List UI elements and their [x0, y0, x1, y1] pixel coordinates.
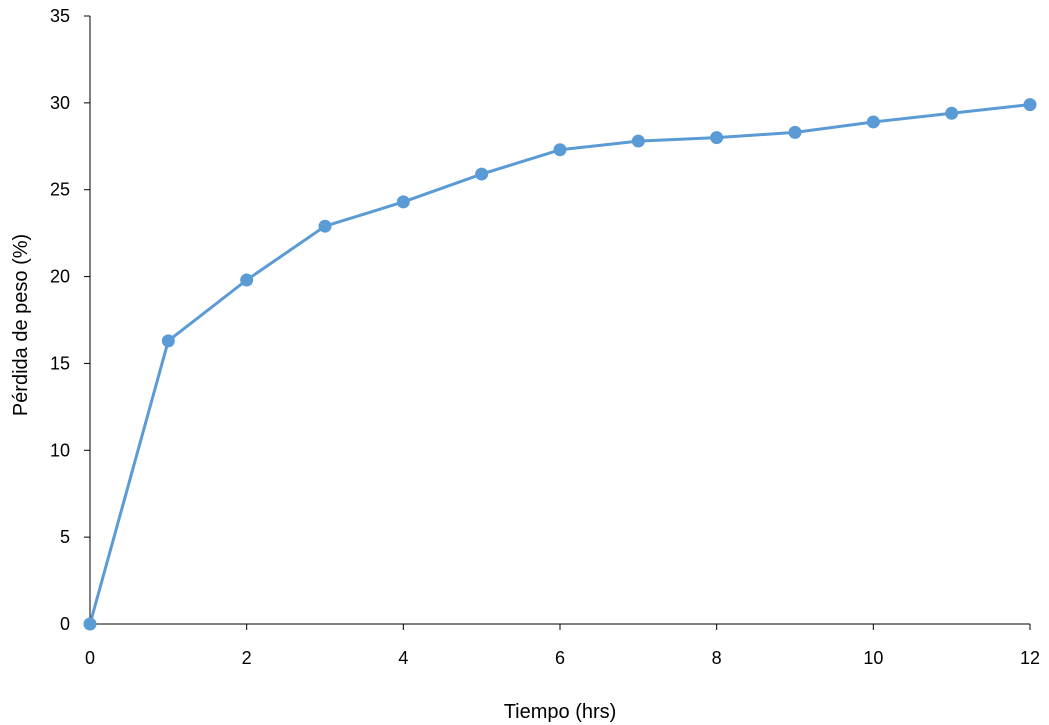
series-line [88, 103, 1032, 626]
y-axis: 0 5 10 15 20 25 30 35 [50, 6, 91, 634]
x-tick-label: 6 [555, 648, 565, 668]
data-point [788, 125, 802, 139]
data-point [83, 617, 97, 631]
y-tick-label: 30 [50, 93, 70, 113]
data-point [161, 334, 175, 348]
x-axis-title: Tiempo (hrs) [504, 701, 617, 723]
y-tick-label: 15 [50, 353, 70, 373]
y-tick-label: 20 [50, 267, 70, 287]
y-tick-label: 5 [60, 527, 70, 547]
data-point [475, 167, 489, 181]
x-axis: 0 2 4 6 8 10 12 [85, 623, 1040, 668]
data-point [945, 106, 959, 120]
y-tick-label: 10 [50, 440, 70, 460]
x-tick-label: 4 [398, 648, 408, 668]
series-layer [83, 98, 1037, 631]
data-point [396, 195, 410, 209]
y-tick-label: 25 [50, 180, 70, 200]
data-point [1023, 98, 1037, 112]
data-point [866, 115, 880, 129]
x-tick-label: 0 [85, 648, 95, 668]
x-tick-label: 12 [1020, 648, 1040, 668]
data-point [553, 143, 567, 157]
x-tick-label: 10 [863, 648, 883, 668]
y-tick-label: 35 [50, 6, 70, 26]
x-tick-label: 8 [712, 648, 722, 668]
data-point [631, 134, 645, 148]
y-axis-title: Pérdida de peso (%) [10, 234, 32, 416]
y-tick-label: 0 [60, 614, 70, 634]
data-point [240, 273, 254, 287]
x-tick-label: 2 [242, 648, 252, 668]
data-point [318, 219, 332, 233]
data-point [710, 131, 724, 145]
